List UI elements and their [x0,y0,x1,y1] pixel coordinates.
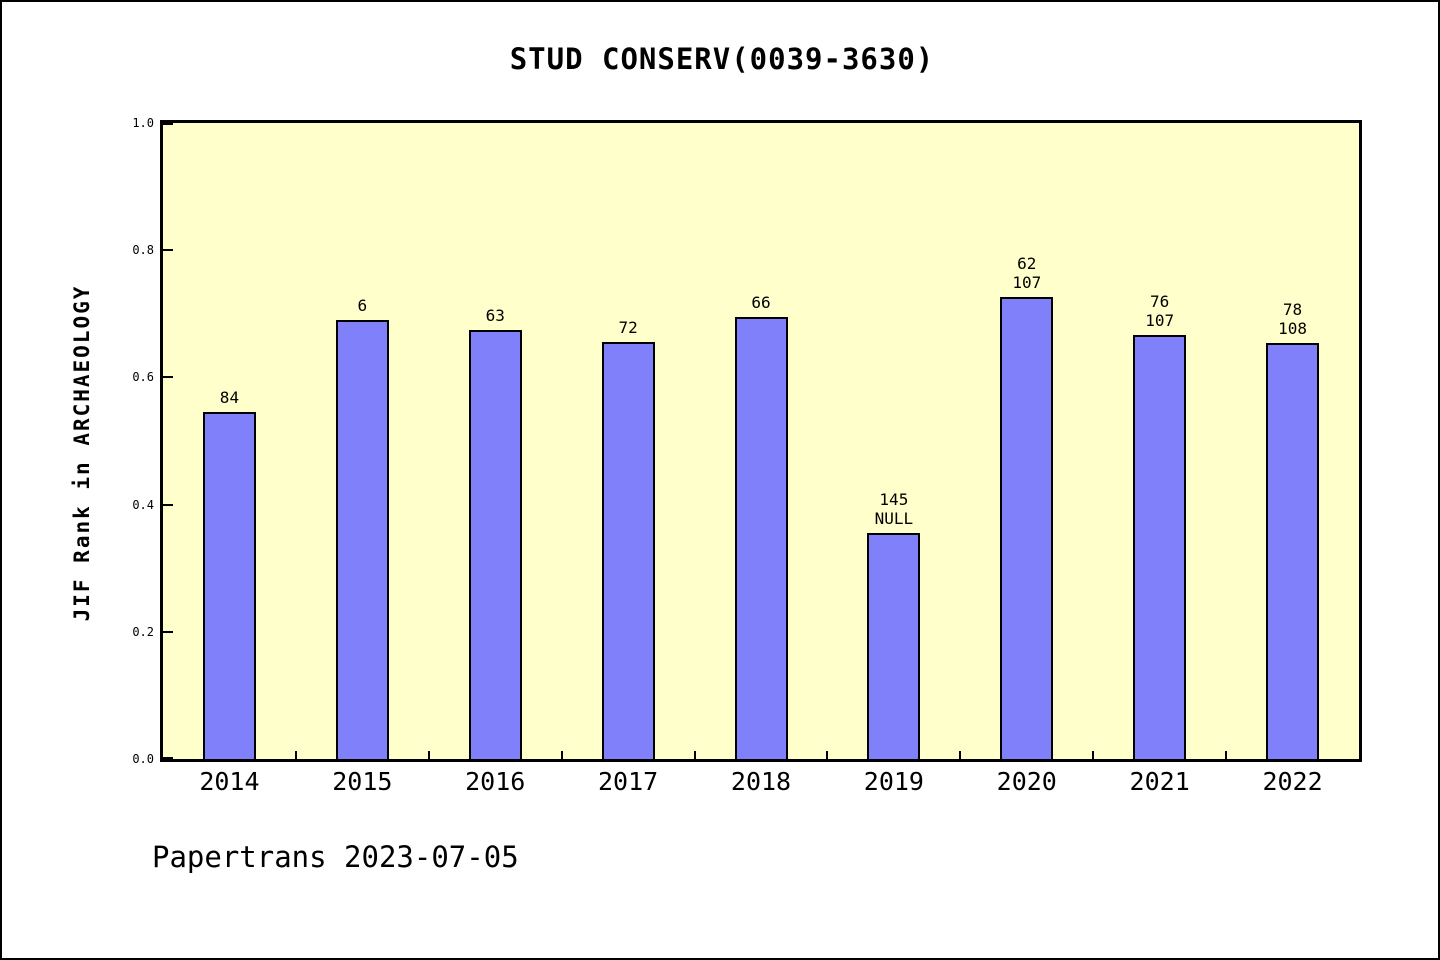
x-tick-label-2016: 2016 [465,767,526,796]
bar-value-label-2021: 76 107 [1145,292,1175,331]
x-minor-tick [1225,751,1228,759]
x-minor-tick [826,751,829,759]
x-minor-tick [959,751,962,759]
y-tick-label-0.4: 0.4 [132,497,154,512]
x-tick-label-2014: 2014 [199,767,260,796]
bar-value-label-2018: 66 [751,292,771,312]
x-minor-tick [560,751,563,759]
x-minor-tick [294,751,297,759]
bar-2022 [1266,343,1320,759]
x-minor-tick [1092,751,1095,759]
x-tick-label-2015: 2015 [332,767,393,796]
y-tick-mark-0.8 [163,249,173,252]
plot-area: 84 6 63 72 66 145 NULL 62 107 76 107 78 108 [160,120,1362,762]
x-tick-label-2022: 2022 [1262,767,1323,796]
bar-2021 [1133,335,1187,759]
bar-2018 [734,316,788,759]
bar-2016 [468,329,522,759]
footer-note: Papertrans 2023-07-05 [152,840,519,874]
bar-value-label-2014: 84 [219,388,240,408]
x-tick-label-2020: 2020 [996,767,1057,796]
bar-2015 [335,320,389,759]
bar-2020 [1000,297,1054,759]
bar-value-label-2017: 72 [618,317,638,337]
y-tick-label-0.2: 0.2 [132,624,154,639]
y-axis-title: JIF Rank in ARCHAEOLOGY [70,284,94,622]
bar-value-label-2019: 145 NULL [874,489,914,528]
x-minor-tick [427,751,430,759]
x-minor-tick [693,751,696,759]
y-tick-label-0.6: 0.6 [132,370,154,385]
x-tick-label-2021: 2021 [1129,767,1190,796]
bar-2017 [601,341,655,759]
y-tick-mark-0.2 [163,630,173,633]
bar-value-label-2020: 62 107 [1012,254,1042,293]
bar-2019 [867,532,921,759]
y-tick-mark-1.0 [163,123,173,125]
y-tick-mark-0.4 [163,503,173,506]
chart-title: STUD CONSERV(0039-3630) [509,42,935,76]
bar-2014 [202,412,256,759]
y-tick-label-1.0: 1.0 [132,116,154,130]
y-tick-label-0.8: 0.8 [132,243,154,258]
x-tick-label-2017: 2017 [598,767,659,796]
bar-value-label-2022: 78 108 [1278,300,1307,339]
y-tick-label-0.0: 0.0 [132,752,154,766]
x-tick-label-2018: 2018 [730,767,792,796]
x-tick-label-2019: 2019 [863,767,924,796]
y-tick-mark-0.6 [163,376,173,379]
bar-value-label-2016: 63 [485,305,505,325]
bar-value-label-2015: 6 [357,296,368,316]
y-tick-mark-0.0 [163,757,173,759]
